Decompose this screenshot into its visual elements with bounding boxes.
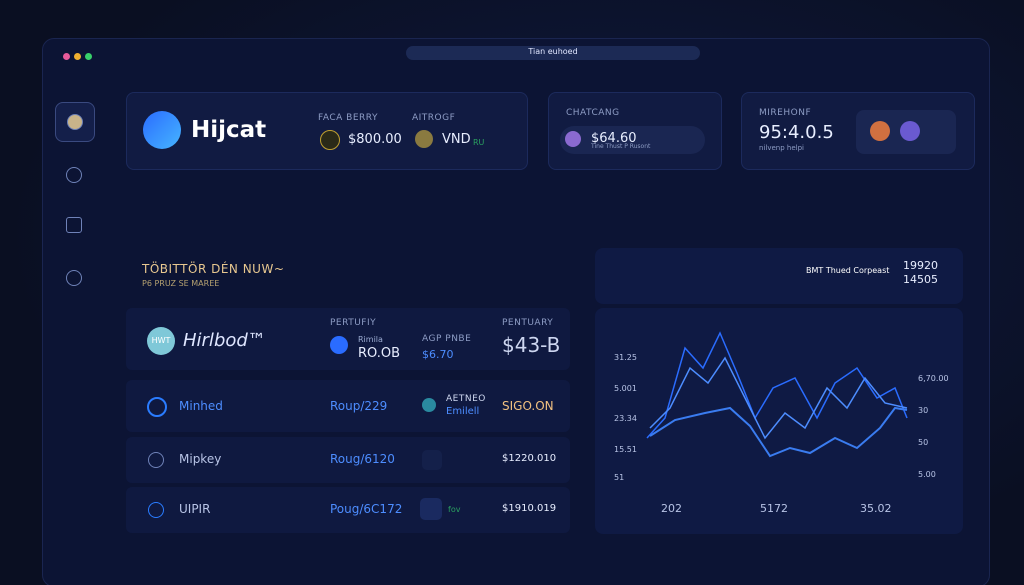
trend-line xyxy=(649,406,908,458)
nav-icon xyxy=(66,270,82,286)
row-icon xyxy=(147,397,167,417)
icon xyxy=(330,336,348,354)
nav-icon xyxy=(66,217,82,233)
value: $800.00 xyxy=(348,132,402,147)
tag: RU xyxy=(473,138,485,147)
row-route: Roug/6120 xyxy=(330,452,395,466)
coin-icon xyxy=(415,130,433,148)
maximize-button[interactable] xyxy=(85,53,92,60)
column-label: PENTUARY xyxy=(502,318,554,328)
panel-value: 19920 xyxy=(903,259,938,272)
row-icon xyxy=(420,498,442,520)
label: FACA BERRY xyxy=(318,113,378,123)
axis-label: 202 xyxy=(661,502,682,515)
axis-label: 23.34 xyxy=(614,414,637,423)
row-name: Mipkey xyxy=(179,452,222,466)
row-amount: $1220.010 xyxy=(502,453,557,464)
avatar xyxy=(565,131,581,147)
avatar xyxy=(900,121,920,141)
axis-label: 5.00 xyxy=(918,470,936,479)
note: Tine Thust P Rusont xyxy=(591,143,651,150)
label: AITROGF xyxy=(412,113,456,123)
value: 95:4.0.5 xyxy=(759,122,834,143)
axis-label: 15.51 xyxy=(614,445,637,454)
axis-label: 6,70.00 xyxy=(918,374,949,383)
panel-header xyxy=(595,248,963,304)
section-subtitle: P6 PRUZ SE MAREE xyxy=(142,279,220,288)
trend-line xyxy=(646,331,908,439)
chart-lines xyxy=(646,331,908,458)
brand-name: Hijcat xyxy=(191,117,267,143)
value: VND xyxy=(442,132,471,147)
panel-title: BMT Thued Corpeast xyxy=(806,266,890,275)
minimize-button[interactable] xyxy=(74,53,81,60)
window-title: Tian euhoed xyxy=(528,47,578,56)
value: $6.70 xyxy=(422,348,454,361)
trend-line xyxy=(649,356,908,440)
row-meta: AETNEO xyxy=(446,394,486,404)
pill xyxy=(560,126,705,154)
axis-label: 5.001 xyxy=(614,384,637,393)
row-route: Roup/229 xyxy=(330,399,388,413)
row-icon xyxy=(148,452,164,468)
row-amount: $1910.019 xyxy=(502,503,557,514)
column-label: PERTUFIY xyxy=(330,318,377,328)
label: CHATCANG xyxy=(566,108,620,118)
brand-logo xyxy=(143,111,181,149)
table-row[interactable] xyxy=(126,380,570,432)
coin-icon xyxy=(320,130,340,150)
value: $43-B xyxy=(502,333,561,357)
name: Rimila xyxy=(358,335,383,344)
row-meta: fov xyxy=(448,505,461,514)
axis-label: 5172 xyxy=(760,502,788,515)
row-name: UIPIR xyxy=(179,502,211,516)
nav-icon xyxy=(66,167,82,183)
nav-settings[interactable] xyxy=(55,156,93,194)
axis-label: 30 xyxy=(918,406,929,415)
row-meta: Emilell xyxy=(446,406,480,417)
section-title: TÖBITTÖR DÉN NUW~ xyxy=(142,262,285,276)
axis-label: 51 xyxy=(614,473,625,482)
panel-value: 14505 xyxy=(903,273,938,286)
nav-download[interactable] xyxy=(55,259,93,297)
close-button[interactable] xyxy=(63,53,70,60)
nav-messages[interactable] xyxy=(55,206,93,244)
axis-label: 50 xyxy=(918,438,929,447)
value: RO.OB xyxy=(358,346,401,361)
row-route: Poug/6C172 xyxy=(330,502,403,516)
logo: HWT xyxy=(147,327,175,355)
title-bar xyxy=(406,46,700,60)
nav-home[interactable] xyxy=(55,102,95,142)
axis-label: 35.02 xyxy=(860,502,892,515)
table-row[interactable] xyxy=(126,437,570,483)
axis-label: 31.25 xyxy=(614,353,637,362)
row-icon xyxy=(148,502,164,518)
table-row[interactable] xyxy=(126,487,570,533)
row-icon xyxy=(422,398,436,412)
value: $64.60 xyxy=(591,131,637,146)
row-amount: SIGO.ON xyxy=(502,399,554,413)
nav-icon xyxy=(67,114,83,130)
row-name: Minhed xyxy=(179,399,223,413)
avatar xyxy=(870,121,890,141)
note: nilvenp helpi xyxy=(759,144,804,152)
row-icon xyxy=(422,450,442,470)
brand: Hirlbod™ xyxy=(183,330,266,351)
column-label: AGP PNBE xyxy=(422,334,472,344)
table-header xyxy=(126,308,570,370)
label: MIREHONF xyxy=(759,108,812,118)
